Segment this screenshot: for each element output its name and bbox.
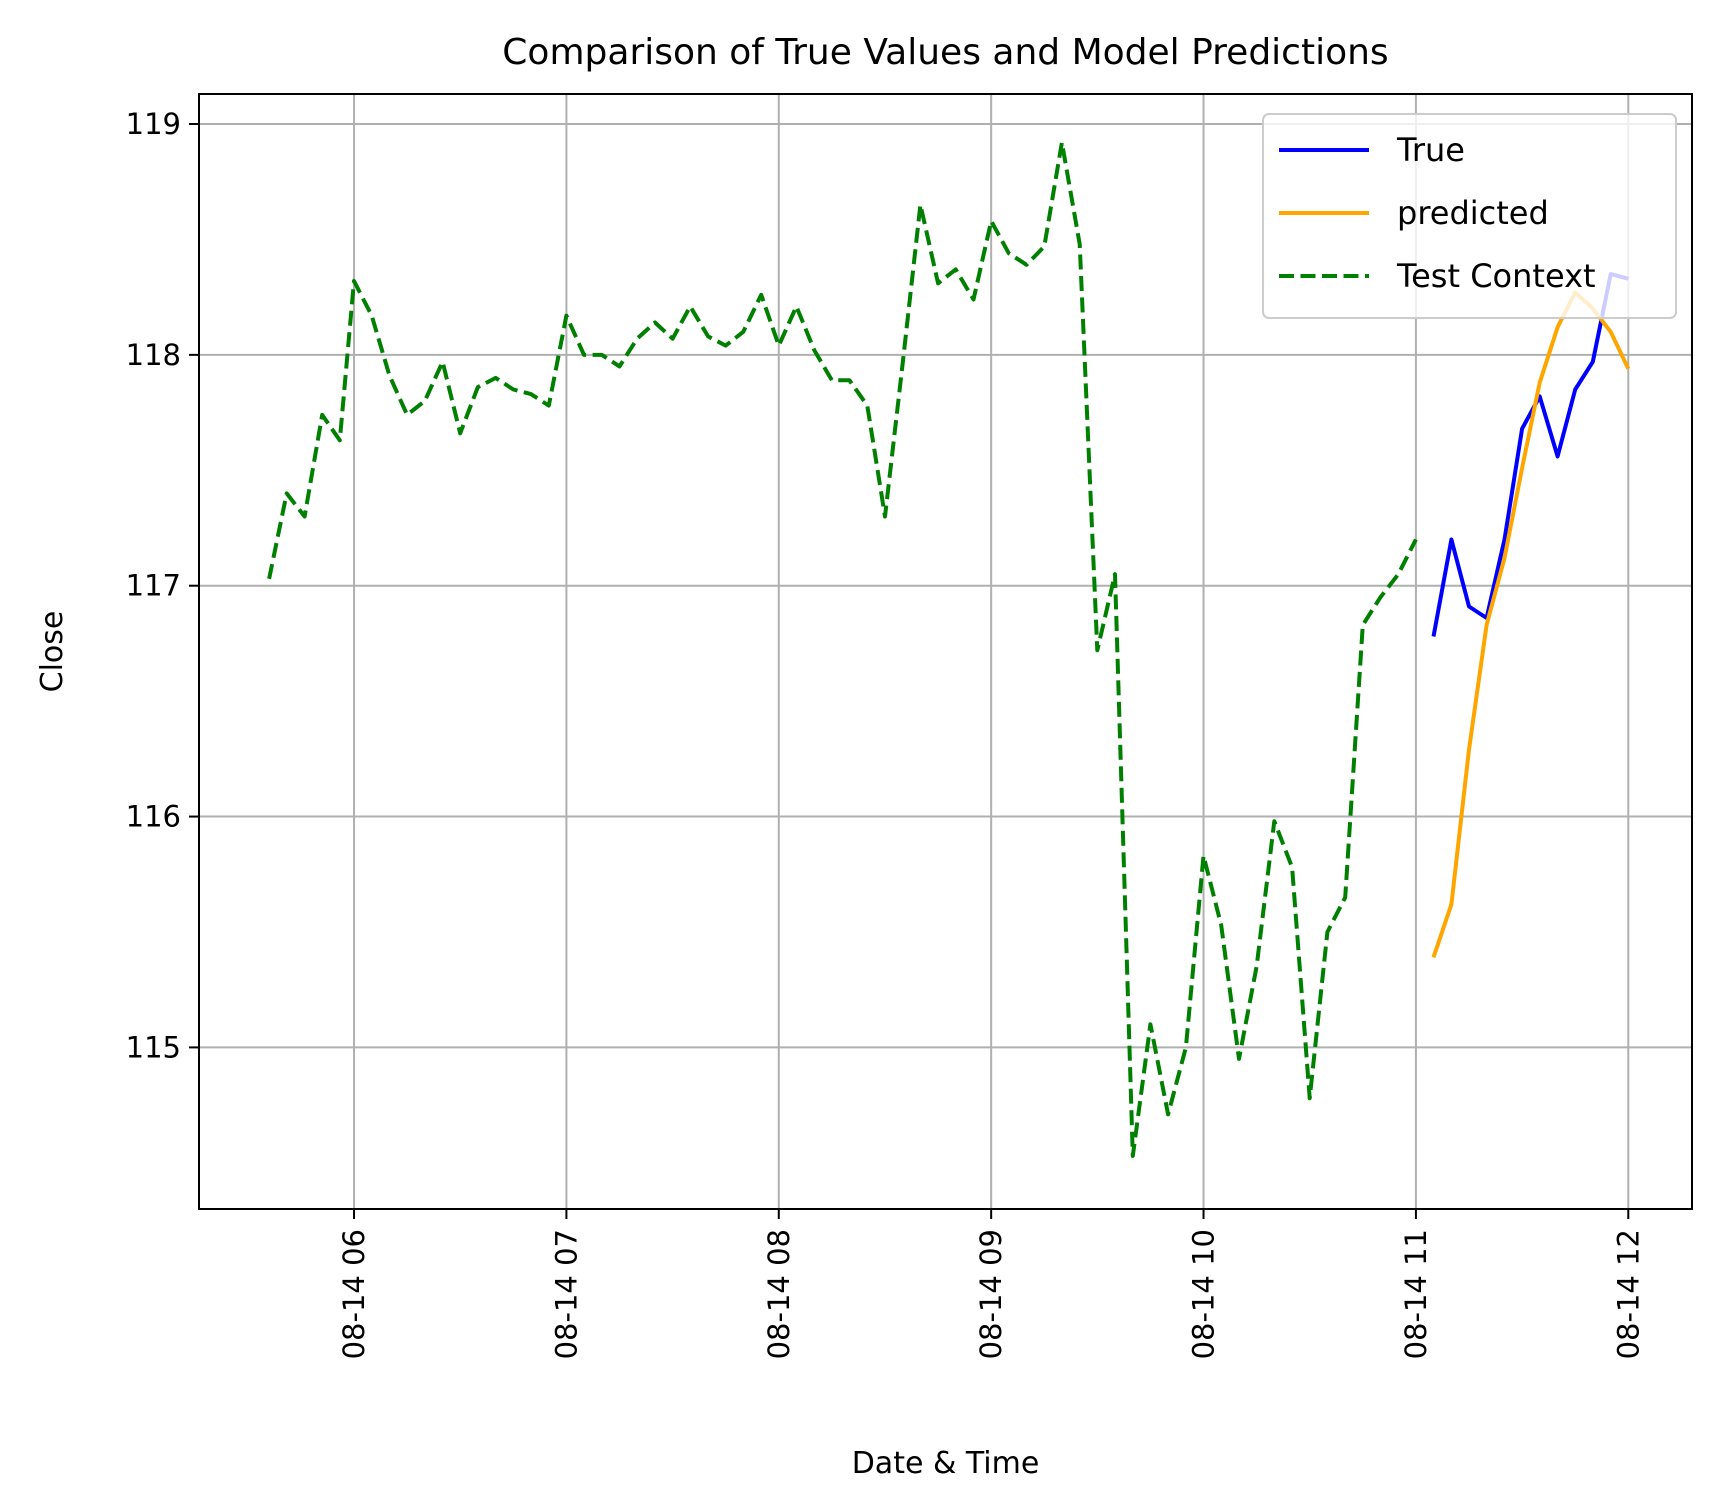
x-axis-label: Date & Time: [852, 1446, 1040, 1481]
legend: True predicted Test Context: [1262, 113, 1677, 319]
plot-frame: [198, 93, 1693, 1210]
x-tick-label: 08-14 07: [549, 1229, 583, 1359]
x-tick-label: 08-14 12: [1611, 1229, 1645, 1359]
y-tick-label: 119: [126, 107, 181, 141]
series-line-test-context: [267, 140, 1418, 1158]
x-tick-label: 08-14 06: [337, 1229, 371, 1359]
legend-box: [1262, 113, 1677, 319]
legend-label: Test Context: [1396, 257, 1596, 295]
legend-label: predicted: [1397, 194, 1549, 232]
x-tick-label: 08-14 10: [1187, 1229, 1221, 1359]
x-tick-label: 08-14 09: [974, 1229, 1008, 1359]
y-tick-label: 115: [126, 1030, 181, 1064]
series-line-true: [1431, 272, 1629, 637]
y-tick-label: 118: [126, 338, 181, 372]
x-tick-label: 08-14 08: [762, 1229, 796, 1359]
legend-label: True: [1396, 131, 1465, 169]
y-tick-label: 117: [126, 569, 181, 603]
y-tick-label: 116: [126, 800, 181, 834]
y-axis-label: Close: [35, 611, 70, 693]
chart-title: Comparison of True Values and Model Pred…: [502, 32, 1388, 73]
axis-ticks: 08-14 06 08-14 07 08-14 08 08-14 09 08-14 10…: [126, 107, 1646, 1359]
x-tick-label: 08-14 11: [1399, 1229, 1433, 1359]
